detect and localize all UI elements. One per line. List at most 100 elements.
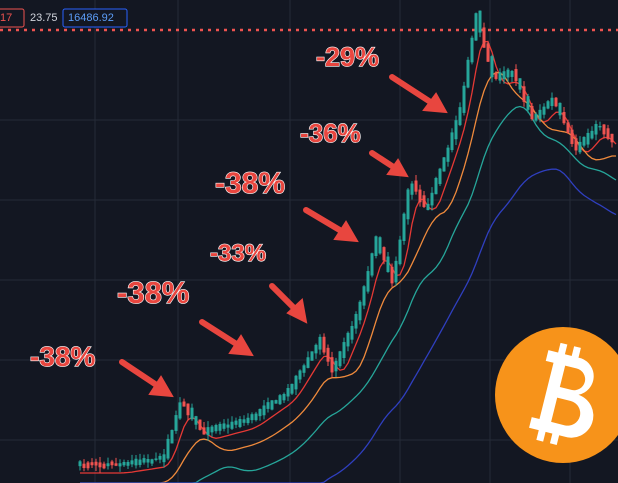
candle-body [566,122,570,133]
value-text: 17 [0,12,12,24]
candle-body [386,256,390,273]
candle-body [354,313,358,329]
candle-body [430,192,434,206]
candles [78,10,614,473]
candle-body [342,342,346,359]
candle-body [266,402,270,409]
candle-body [570,129,574,144]
candle-body [422,195,426,208]
candle-body [182,401,186,407]
candle-body [478,10,482,33]
candle-body [450,132,454,151]
candle-body [278,395,282,405]
candle-body [226,424,230,428]
candle-body [410,183,414,195]
candle-body [526,96,530,110]
candle-body [98,462,102,468]
candle-body [458,107,462,126]
candle-body [398,239,402,265]
candle-body [598,125,602,128]
candle-body [350,325,354,340]
candle-body [514,69,518,82]
candle-body [414,180,418,192]
moving-average [80,105,617,483]
candle-body [462,85,466,113]
arrows [119,74,448,398]
candle-body [582,136,586,146]
candle-body [162,454,166,463]
candle-body [346,332,350,347]
candle-body [602,124,606,135]
candle-body [466,59,470,88]
annotation: -38% [117,275,189,310]
candle-body [114,463,118,466]
value-text: 16486.92 [68,12,114,24]
candle-body [322,336,326,353]
candle-body [394,260,398,283]
candle-body [338,351,342,367]
candle-body [110,461,114,466]
candle-body [154,458,158,461]
candle-body [390,266,394,284]
candle-body [434,177,438,195]
candle-body [558,102,562,116]
candle-body [362,286,366,306]
moving-average [80,40,617,474]
candle-body [486,43,490,62]
candle-body [102,463,106,469]
candle-body [146,459,150,463]
candle-body [530,105,534,120]
candle-body [242,419,246,423]
candle-body [250,414,254,421]
candle-body [406,189,410,220]
candle-body [306,357,310,368]
candle-body [418,189,422,203]
candle-body [222,423,226,429]
candle-body [230,421,234,429]
candle-body [174,415,178,431]
candle-body [302,365,306,373]
candle-body [550,97,554,107]
candle-body [498,72,502,81]
candle-body [594,124,598,135]
candle-body [90,462,94,466]
candle-body [254,413,258,421]
candle-body [238,419,242,427]
candle-body [506,69,510,78]
candle-body [482,27,486,48]
candle-body [262,405,266,416]
candle-body [198,419,202,430]
candle-body [454,120,458,140]
candle-body [210,426,214,433]
candle-body [442,157,446,172]
candle-body [538,109,542,119]
annotation: -38% [215,167,285,200]
candle-body [610,133,614,143]
candle-body [426,203,430,211]
candle-body [402,213,406,242]
candle-body [326,347,330,362]
candle-body [358,301,362,321]
candle-body [574,138,578,151]
candle-body [438,168,442,185]
candle-body [86,462,90,469]
annotation: -38% [30,341,95,372]
candle-body [546,101,550,109]
candle-body [502,71,506,80]
candle-body [294,375,298,390]
annotation: -36% [300,118,361,148]
candle-body [274,400,278,404]
candle-body [490,56,494,78]
candle-body [470,37,474,63]
candle-body [510,71,514,77]
candle-body [446,147,450,162]
candle-body [150,459,154,464]
candle-body [214,425,218,432]
candle-body [206,427,210,436]
candle-body [246,417,250,424]
candle-body [190,407,194,420]
candle-body [126,461,130,466]
bitcoin-logo [495,327,618,463]
candle-body [202,427,206,435]
